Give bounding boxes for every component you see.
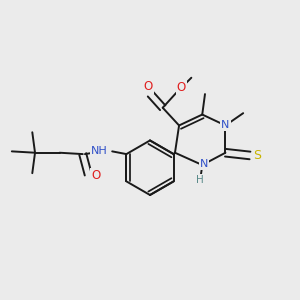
Text: N: N <box>221 121 230 130</box>
Text: O: O <box>177 81 186 94</box>
Text: N: N <box>200 159 208 169</box>
Text: H: H <box>196 175 203 185</box>
Text: O: O <box>91 169 101 182</box>
Text: NH: NH <box>91 146 107 156</box>
Text: S: S <box>253 149 261 162</box>
Text: O: O <box>144 80 153 93</box>
